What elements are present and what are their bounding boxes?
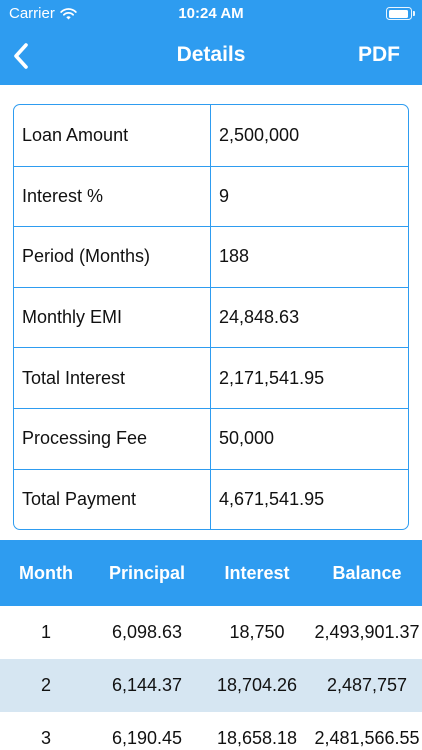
summary-value: 2,171,541.95 [219, 367, 325, 388]
summary-label: Period (Months) [14, 227, 211, 287]
cell-principal: 6,144.37 [111, 675, 183, 695]
summary-label: Processing Fee [14, 408, 211, 469]
page-title: Details [176, 43, 246, 66]
summary-label: Monthly EMI [14, 287, 211, 348]
cell-interest: 18,750 [229, 622, 285, 642]
chevron-left-icon [14, 43, 28, 69]
summary-value: 50,000 [219, 428, 275, 449]
cell-interest: 18,658.18 [216, 728, 298, 748]
schedule-header-row: Month Principal Interest Balance [0, 540, 422, 606]
wifi-icon [60, 7, 77, 19]
cell-principal: 6,098.63 [111, 622, 183, 642]
summary-row-loan-amount: Loan Amount 2,500,000 [14, 105, 408, 166]
cell-month: 1 [40, 622, 51, 642]
summary-label: Total Interest [14, 348, 211, 408]
status-time: 10:24 AM [178, 5, 244, 22]
column-header-month: Month [19, 562, 73, 583]
summary-row-interest: Interest % 9 [14, 165, 408, 227]
summary-value: 188 [219, 246, 250, 267]
table-row: 1 6,098.63 18,750 2,493,901.37 [0, 606, 422, 659]
cell-interest: 18,704.26 [216, 675, 298, 695]
cell-principal: 6,190.45 [111, 728, 183, 748]
cell-month: 3 [40, 728, 51, 748]
table-row: 2 6,144.37 18,704.26 2,487,757 [0, 659, 422, 712]
cell-balance: 2,487,757 [326, 675, 408, 695]
table-row: 3 6,190.45 18,658.18 2,481,566.55 [0, 712, 422, 750]
column-header-principal: Principal [108, 562, 186, 583]
cell-balance: 2,493,901.37 [314, 622, 420, 642]
summary-row-monthly-emi: Monthly EMI 24,848.63 [14, 286, 408, 348]
carrier-info: Carrier [9, 5, 77, 22]
pdf-button[interactable]: PDF [358, 43, 400, 66]
navigation-bar: Details PDF [0, 30, 422, 85]
summary-label: Total Payment [14, 469, 211, 530]
amortization-schedule: Month Principal Interest Balance 1 6,098… [0, 540, 422, 750]
status-bar: Carrier 10:24 AM [0, 0, 422, 30]
summary-value: 2,500,000 [219, 124, 300, 145]
summary-row-period: Period (Months) 188 [14, 226, 408, 287]
summary-value: 4,671,541.95 [219, 488, 325, 509]
column-header-balance: Balance [332, 562, 402, 583]
summary-value: 24,848.63 [219, 307, 300, 328]
summary-value: 9 [219, 185, 230, 206]
cell-balance: 2,481,566.55 [314, 728, 420, 748]
loan-summary-table: Loan Amount 2,500,000 Interest % 9 Perio… [13, 104, 409, 531]
battery-icon [386, 7, 415, 20]
header: Carrier 10:24 AM Details PDF [0, 0, 422, 85]
summary-label: Interest % [14, 166, 211, 227]
cell-month: 2 [40, 675, 51, 695]
carrier-label: Carrier [9, 5, 55, 22]
back-button[interactable] [8, 40, 38, 72]
summary-row-total-payment: Total Payment 4,671,541.95 [14, 468, 408, 530]
summary-row-processing-fee: Processing Fee 50,000 [14, 407, 408, 469]
column-header-interest: Interest [224, 562, 290, 583]
summary-label: Loan Amount [14, 105, 211, 166]
summary-row-total-interest: Total Interest 2,171,541.95 [14, 347, 408, 408]
